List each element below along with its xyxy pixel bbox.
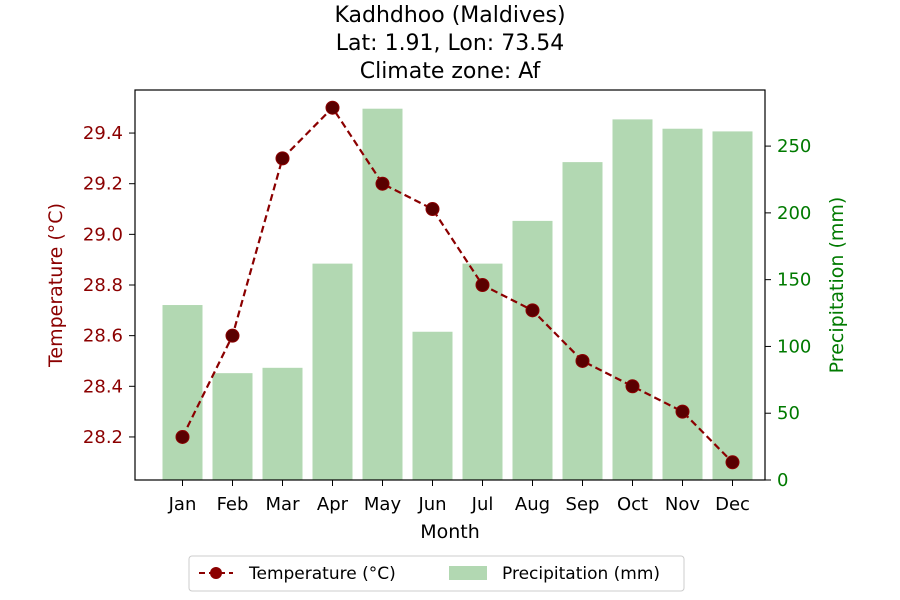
temperature-point-apr — [325, 100, 340, 115]
x-tick-label-jun: Jun — [417, 494, 446, 515]
y-right-tick-label: 0 — [777, 470, 788, 491]
y-right-tick-label: 100 — [777, 336, 811, 357]
y-left-axis-ticks: 28.2 28.4 28.6 28.8 29.0 29.2 29.4 — [83, 123, 135, 448]
y-left-tick-label: 29.2 — [83, 174, 123, 195]
precipitation-bar-may — [362, 108, 403, 480]
y-left-tick-label: 29.0 — [83, 224, 123, 245]
y-left-tick-label: 29.4 — [83, 123, 123, 144]
x-axis-label: Month — [420, 521, 480, 543]
y-right-tick-label: 50 — [777, 403, 800, 424]
legend-precipitation-label: Precipitation (mm) — [502, 564, 660, 584]
x-tick-label-feb: Feb — [217, 494, 249, 515]
temperature-point-mar — [275, 151, 290, 166]
y-left-tick-label: 28.4 — [83, 376, 123, 397]
x-tick-label-sep: Sep — [566, 494, 600, 515]
chart-title-line-3: Climate zone: Af — [360, 59, 542, 84]
temperature-point-oct — [625, 379, 640, 394]
y-right-tick-label: 150 — [777, 270, 811, 291]
precipitation-bar-feb — [212, 373, 253, 480]
temperature-series-line — [181, 105, 734, 464]
x-tick-label-oct: Oct — [617, 494, 648, 515]
y-left-axis-label: Temperature (°C) — [45, 203, 67, 368]
temperature-point-jul — [475, 278, 490, 292]
x-tick-label-nov: Nov — [665, 494, 700, 515]
legend: Temperature (°C) Precipitation (mm) — [188, 555, 685, 592]
precipitation-bar-oct — [612, 119, 653, 481]
x-tick-label-apr: Apr — [317, 494, 349, 515]
x-tick-label-jul: Jul — [471, 494, 494, 515]
y-left-tick-label: 28.6 — [83, 326, 123, 347]
y-right-axis-label: Precipitation (mm) — [826, 197, 848, 374]
y-right-tick-label: 250 — [777, 136, 811, 157]
temperature-point-nov — [675, 404, 690, 419]
legend-temperature-label: Temperature (°C) — [248, 564, 396, 584]
y-right-tick-label: 200 — [777, 203, 811, 224]
precipitation-bar-jun — [412, 331, 453, 480]
temperature-point-may — [375, 176, 390, 191]
precipitation-bar-jan — [162, 305, 203, 480]
precipitation-bar-jul — [462, 263, 503, 480]
x-tick-label-dec: Dec — [715, 494, 750, 515]
legend-precipitation-swatch — [449, 566, 487, 580]
x-tick-label-aug: Aug — [515, 494, 550, 515]
chart-title-line-2: Lat: 1.91, Lon: 73.54 — [336, 31, 564, 56]
temperature-point-aug — [525, 303, 540, 318]
precipitation-bar-apr — [312, 263, 353, 480]
precipitation-bar-nov — [662, 128, 703, 480]
temperature-line — [175, 100, 740, 470]
temperature-point-feb — [225, 328, 240, 343]
chart-title: Kadhdhoo (Maldives) Lat: 1.91, Lon: 73.5… — [334, 3, 565, 84]
temperature-point-jun — [425, 202, 440, 217]
precipitation-bar-aug — [512, 220, 553, 480]
temperature-point-sep — [575, 353, 590, 368]
y-right-axis-ticks: 0 50 100 150 200 250 — [765, 136, 811, 491]
x-tick-label-mar: Mar — [266, 494, 301, 515]
temperature-point-dec — [725, 455, 740, 470]
chart-title-line-1: Kadhdhoo (Maldives) — [334, 3, 565, 28]
temperature-point-jan — [175, 429, 190, 444]
x-tick-label-may: May — [364, 494, 402, 515]
precipitation-bar-dec — [712, 131, 753, 480]
x-axis-ticks: Jan Feb Mar Apr May Jun Jul Aug Sep Oct Nov Dec — [168, 480, 750, 515]
precipitation-bars — [162, 108, 753, 481]
x-tick-label-jan: Jan — [168, 494, 197, 515]
precipitation-bar-mar — [262, 367, 303, 480]
legend-box — [188, 555, 685, 592]
legend-temperature-swatch-marker — [210, 567, 222, 579]
y-left-tick-label: 28.2 — [83, 427, 123, 448]
y-left-tick-label: 28.8 — [83, 275, 123, 296]
precipitation-bar-sep — [562, 162, 603, 480]
